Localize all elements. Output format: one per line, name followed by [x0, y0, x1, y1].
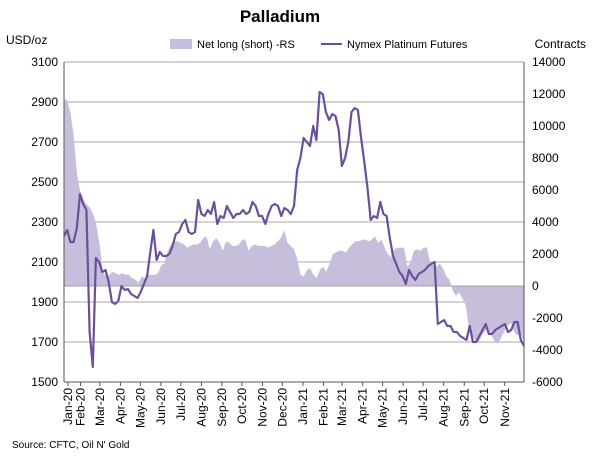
x-tick-label: Feb-21: [317, 388, 331, 426]
x-tick-label: Jul-20: [174, 388, 188, 421]
right-tick-label: 2000: [532, 247, 559, 261]
legend-line-label: Nymex Platinum Futures: [347, 39, 468, 51]
left-tick-label: 1500: [31, 375, 58, 389]
left-tick-label: 3100: [31, 55, 58, 69]
left-tick-label: 1700: [31, 335, 58, 349]
right-tick-label: 8000: [532, 151, 559, 165]
legend-area-swatch: [170, 39, 192, 49]
x-tick-label: Oct-21: [477, 388, 491, 424]
left-tick-label: 2500: [31, 175, 58, 189]
right-tick-label: -2000: [532, 311, 563, 325]
left-tick-label: 2300: [31, 215, 58, 229]
x-tick-label: Sep-21: [457, 388, 471, 427]
left-tick-label: 1900: [31, 295, 58, 309]
right-tick-label: 4000: [532, 215, 559, 229]
x-tick-label: Mar-21: [335, 388, 349, 426]
x-tick-label: Dec-20: [275, 388, 289, 427]
x-tick-label: Oct-20: [235, 388, 249, 424]
source-note: Source: CFTC, Oil N' Gold: [12, 440, 130, 451]
right-tick-label: -4000: [532, 343, 563, 357]
right-tick-label: 6000: [532, 183, 559, 197]
right-tick-label: 12000: [532, 87, 566, 101]
left-axis-unit: USD/oz: [6, 33, 47, 47]
right-tick-label: 0: [532, 279, 539, 293]
legend: Net long (short) -RS Nymex Platinum Futu…: [170, 39, 468, 51]
net-long-area-layer: [64, 98, 524, 344]
left-tick-labels: 1500 1700 1900 2100 2300 2500 2700 2900 3100: [31, 55, 58, 389]
chart-title: Palladium: [240, 7, 320, 26]
right-axis-unit: Contracts: [535, 37, 586, 51]
left-tick-label: 2100: [31, 255, 58, 269]
x-tick-label: Jan-20: [61, 388, 75, 425]
gridlines: [64, 101, 524, 343]
x-tick-label: Aug-20: [194, 388, 208, 427]
net-long-area: [64, 98, 524, 344]
platinum-line-layer: [63, 90, 525, 369]
x-tick-label: Jun-21: [396, 388, 410, 425]
x-tick-label: Nov-21: [498, 388, 512, 427]
x-tick-label: Aug-21: [437, 388, 451, 427]
x-tick-label: Jan-21: [296, 388, 310, 425]
right-tick-label: 10000: [532, 119, 566, 133]
legend-area-label: Net long (short) -RS: [197, 39, 295, 51]
x-tick-label: May-21: [376, 388, 390, 428]
x-tick-label: May-20: [133, 388, 147, 428]
platinum-line: [63, 90, 525, 369]
right-tick-labels: -6000 -4000 -2000 0 2000 4000 6000 8000 10000 120…: [532, 55, 566, 389]
x-tick-label: Apr-21: [356, 388, 370, 424]
x-tick-label: Jul-21: [416, 388, 430, 421]
x-tick-label: Feb-20: [74, 388, 88, 426]
x-tick-label: Jun-20: [154, 388, 168, 425]
right-tick-label: 14000: [532, 55, 566, 69]
x-tick-label: Mar-20: [93, 388, 107, 426]
x-tick-label: Apr-20: [113, 388, 127, 424]
x-tick-label: Nov-20: [255, 388, 269, 427]
x-tick-label: Sep-20: [215, 388, 229, 427]
left-tick-label: 2700: [31, 135, 58, 149]
left-tick-label: 2900: [31, 95, 58, 109]
right-tick-label: -6000: [532, 375, 563, 389]
